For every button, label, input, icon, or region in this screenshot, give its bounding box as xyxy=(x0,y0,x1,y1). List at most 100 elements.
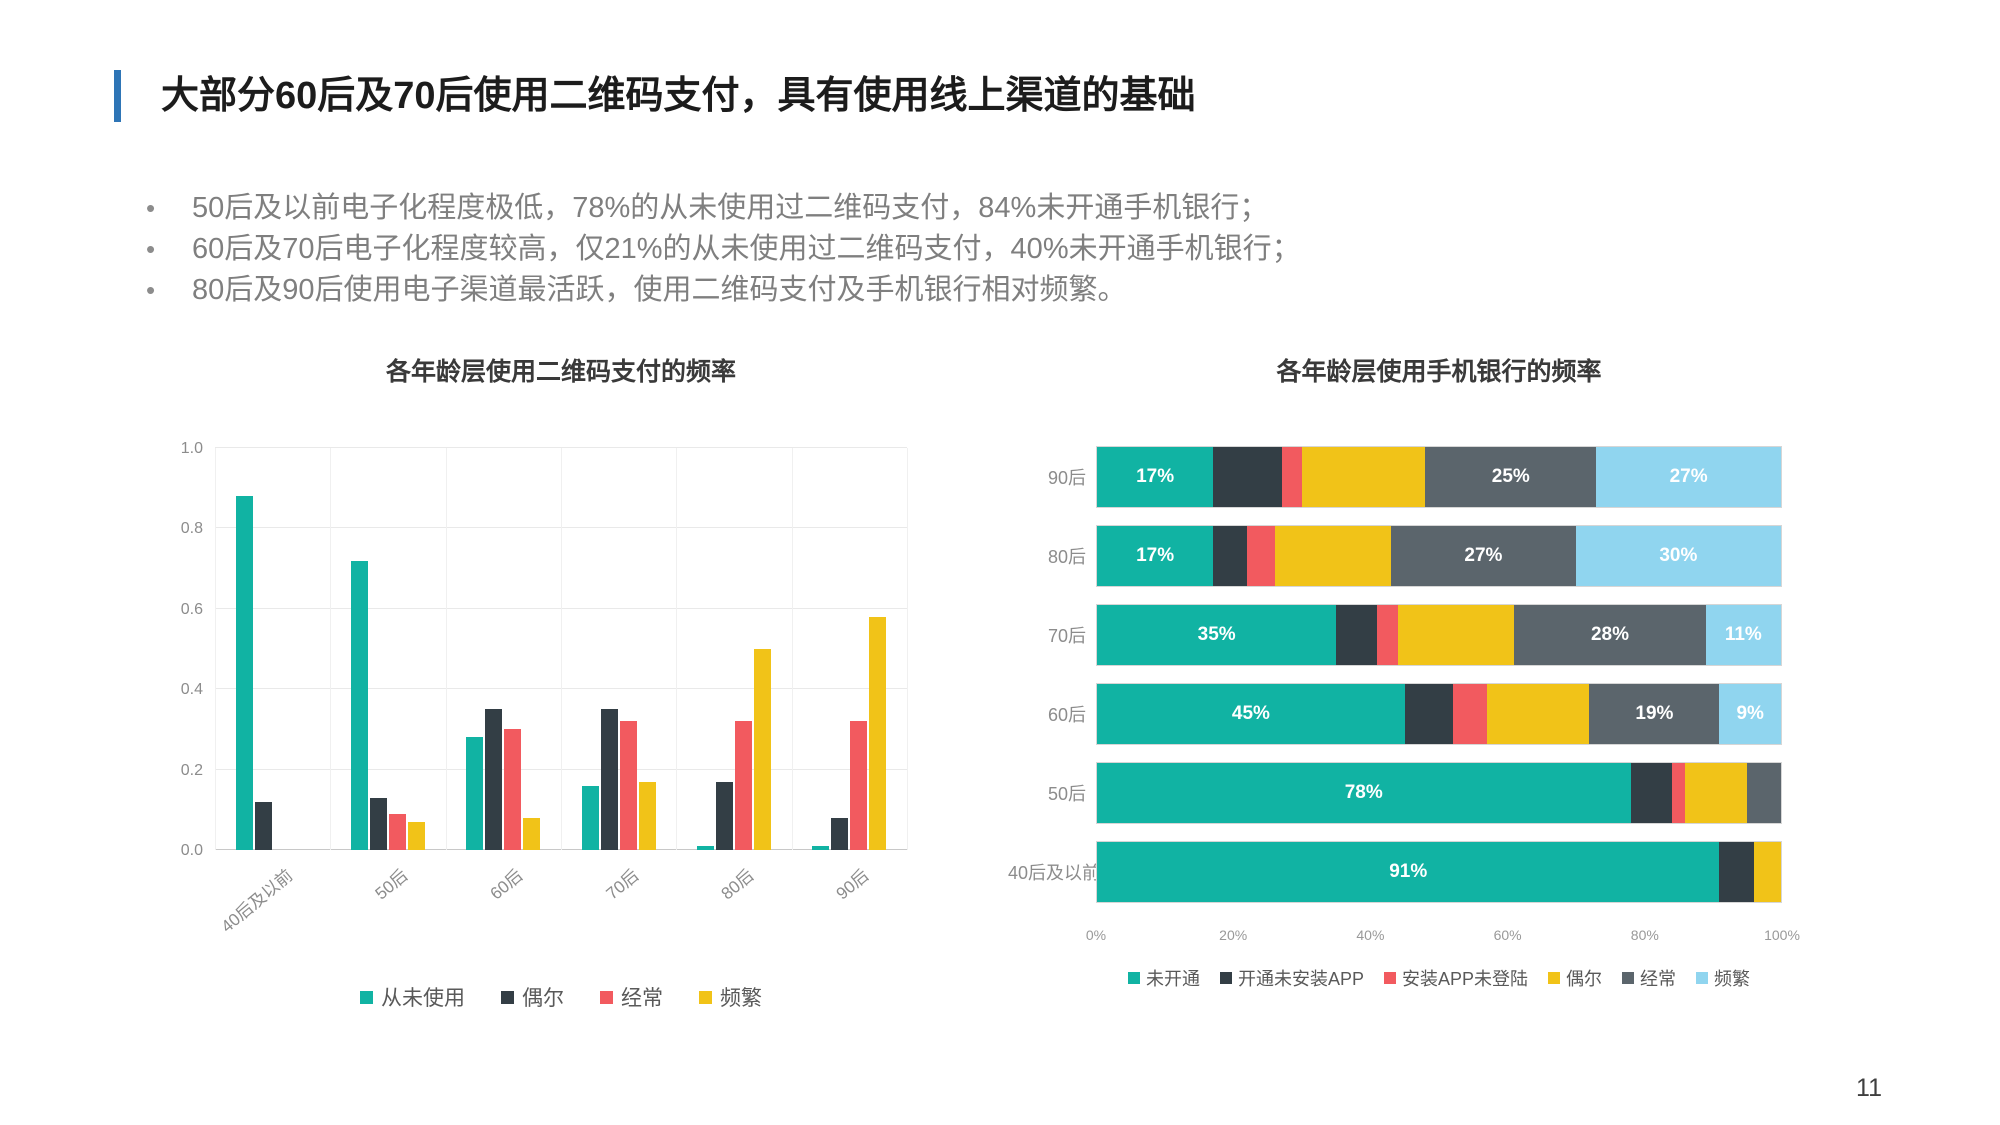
grid-line xyxy=(215,448,216,850)
mobile-banking-plot-area: 90后 17% 25% 27% 80后 17% 27% 30% 70后 35% 28% 11% 60后 4… xyxy=(1008,446,1858,903)
y-tick-label: 0.4 xyxy=(180,681,203,699)
legend-swatch xyxy=(1384,972,1396,984)
bar-segment-未开通: 91% xyxy=(1097,842,1720,902)
legend-swatch xyxy=(600,990,613,1004)
bar-segment-安装APP未登陆 xyxy=(1671,763,1686,823)
stacked-bar-row: 50后 78% xyxy=(1008,762,1858,824)
legend-label: 偶尔 xyxy=(522,987,564,1010)
grid-line xyxy=(330,448,332,850)
x-tick-label: 60后 xyxy=(487,865,527,904)
bar-segment-未开通: 17% xyxy=(1097,447,1214,507)
x-tick-label: 80% xyxy=(1630,927,1659,943)
bar-segment-经常: 28% xyxy=(1514,605,1706,665)
bar-segment-开通未安装APP xyxy=(1404,684,1453,744)
segment-value-label: 17% xyxy=(1136,545,1175,566)
bar-偶尔 xyxy=(715,781,733,850)
category-label: 90后 xyxy=(1047,468,1086,488)
legend-item: 安装APP未登陆 xyxy=(1384,965,1528,991)
x-tick-label: 90后 xyxy=(833,865,873,904)
x-tick-label: 70后 xyxy=(602,865,643,904)
segment-value-label: 19% xyxy=(1635,703,1674,724)
bar-segment-偶尔 xyxy=(1685,763,1747,823)
bar-segment-偶尔 xyxy=(1397,605,1515,665)
bar-segment-未开通: 17% xyxy=(1097,526,1214,586)
bar-segment-频繁: 11% xyxy=(1705,605,1781,665)
y-tick-label: 0.2 xyxy=(180,761,203,779)
mobile-banking-frequency-chart: 各年龄层使用手机银行的频率 90后 17% 25% 27% 80后 17% 27% 30% 70… xyxy=(1008,352,1858,991)
legend-label: 从未使用 xyxy=(381,987,465,1010)
bar-经常 xyxy=(388,813,406,850)
bar-segment-偶尔 xyxy=(1302,447,1426,507)
legend-swatch xyxy=(1548,972,1561,984)
bar-segment-开通未安装APP xyxy=(1336,605,1378,665)
x-tick-label: 100% xyxy=(1764,927,1800,943)
mobile-banking-chart-title: 各年龄层使用手机银行的频率 xyxy=(1276,358,1602,386)
qr-payment-frequency-chart: 各年龄层使用二维码支付的频率 0.0 0.2 0.4 0.6 0.8 1.0 40后及以前 5… xyxy=(181,352,908,1012)
bar-segment-开通未安装APP xyxy=(1719,842,1754,902)
bar-经常 xyxy=(734,721,752,850)
bar-从未使用 xyxy=(696,845,714,850)
segment-value-label: 91% xyxy=(1389,861,1428,882)
bar-group xyxy=(330,448,445,850)
y-tick-label: 0.0 xyxy=(180,842,203,859)
stacked-bar: 45% 19% 9% xyxy=(1096,683,1782,745)
bar-频繁 xyxy=(753,649,771,850)
x-tick-label: 20% xyxy=(1219,927,1248,943)
legend-label: 安装APP未登陆 xyxy=(1402,969,1529,989)
qr-chart-plot-area: 0.0 0.2 0.4 0.6 0.8 1.0 40后及以前 50后 60后 70后 80后 90后 xyxy=(181,440,908,936)
segment-value-label: 35% xyxy=(1197,624,1236,645)
bar-segment-偶尔 xyxy=(1486,684,1590,744)
grid-line xyxy=(676,448,678,850)
segment-value-label: 27% xyxy=(1464,545,1503,566)
stacked-bar-row: 90后 17% 25% 27% xyxy=(1008,446,1858,508)
category-label: 70后 xyxy=(1047,626,1086,646)
segment-value-label: 25% xyxy=(1491,466,1530,487)
stacked-bar: 35% 28% 11% xyxy=(1096,604,1782,666)
legend-label: 频繁 xyxy=(1714,969,1751,989)
title-block: 大部分60后及70后使用二维码支付，具有使用线上渠道的基础 xyxy=(114,70,1196,122)
legend-item: 偶尔 xyxy=(501,982,564,1012)
bar-从未使用 xyxy=(350,560,368,850)
legend-item: 偶尔 xyxy=(1548,965,1602,991)
bar-segment-经常 xyxy=(1746,763,1781,823)
legend-item: 未开通 xyxy=(1127,965,1200,991)
grid-line xyxy=(561,448,562,850)
bullet-item: 60后及70后电子化程度较高，仅21%的从未使用过二维码支付，40%未开通手机银… xyxy=(142,229,1301,270)
stacked-bar: 17% 25% 27% xyxy=(1096,446,1782,508)
slide-title: 大部分60后及70后使用二维码支付，具有使用线上渠道的基础 xyxy=(161,75,1196,117)
bar-segment-经常: 19% xyxy=(1589,684,1720,744)
legend-swatch xyxy=(1127,972,1140,984)
legend-label: 经常 xyxy=(621,987,663,1010)
legend-swatch xyxy=(1219,972,1232,984)
bar-从未使用 xyxy=(466,737,484,850)
y-tick-label: 0.8 xyxy=(180,520,203,538)
category-label: 60后 xyxy=(1047,705,1086,725)
bullet-item: 50后及以前电子化程度极低，78%的从未使用过二维码支付，84%未开通手机银行； xyxy=(142,188,1301,229)
y-tick-label: 1.0 xyxy=(180,440,203,457)
y-tick-label: 0.6 xyxy=(180,600,203,618)
legend-label: 经常 xyxy=(1640,969,1677,989)
legend-item: 从未使用 xyxy=(360,982,465,1012)
mobile-banking-x-axis: 0% 20% 40% 60% 80% 100% xyxy=(1086,927,1800,949)
bar-segment-未开通: 45% xyxy=(1097,684,1405,744)
bar-频繁 xyxy=(638,781,656,850)
legend-swatch xyxy=(1622,972,1635,984)
bar-segment-频繁: 30% xyxy=(1575,526,1781,586)
segment-value-label: 78% xyxy=(1344,782,1383,803)
bar-segment-安装APP未登陆 xyxy=(1452,684,1487,744)
stacked-bar-row: 80后 17% 27% 30% xyxy=(1008,525,1858,587)
x-tick-label: 40后及以前 xyxy=(217,865,297,937)
grid-line xyxy=(791,448,793,850)
legend-label: 频繁 xyxy=(720,987,762,1010)
bar-group xyxy=(792,448,907,850)
bar-从未使用 xyxy=(812,845,830,850)
x-tick-label: 0% xyxy=(1085,927,1107,943)
legend-item: 经常 xyxy=(600,982,663,1012)
x-tick-label: 60% xyxy=(1493,927,1522,943)
mobile-banking-legend: 未开通 开通未安装APP 安装APP未登陆 偶尔 经常 频繁 xyxy=(1096,965,1782,991)
legend-label: 未开通 xyxy=(1145,969,1200,989)
bar-segment-开通未安装APP xyxy=(1630,763,1672,823)
bullet-list: 50后及以前电子化程度极低，78%的从未使用过二维码支付，84%未开通手机银行；… xyxy=(142,188,1301,312)
stacked-bar-row: 70后 35% 28% 11% xyxy=(1008,604,1858,666)
